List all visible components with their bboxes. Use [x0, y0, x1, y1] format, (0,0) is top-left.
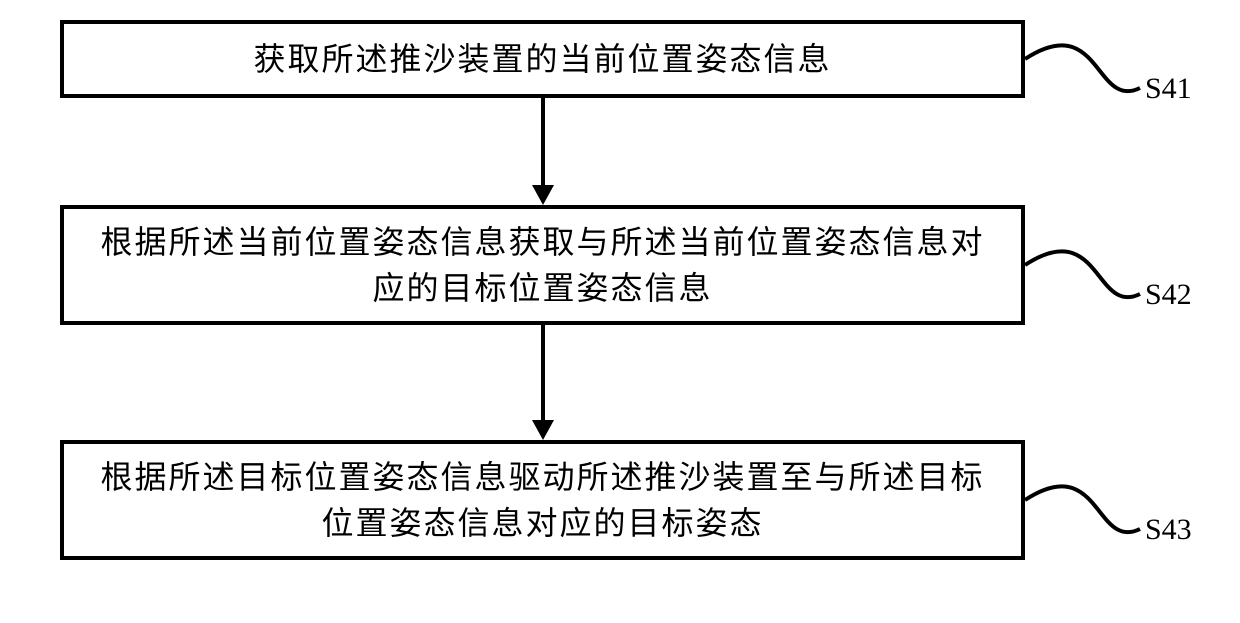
connector-s43 [0, 0, 1240, 623]
step-label-s43: S43 [1145, 513, 1192, 547]
